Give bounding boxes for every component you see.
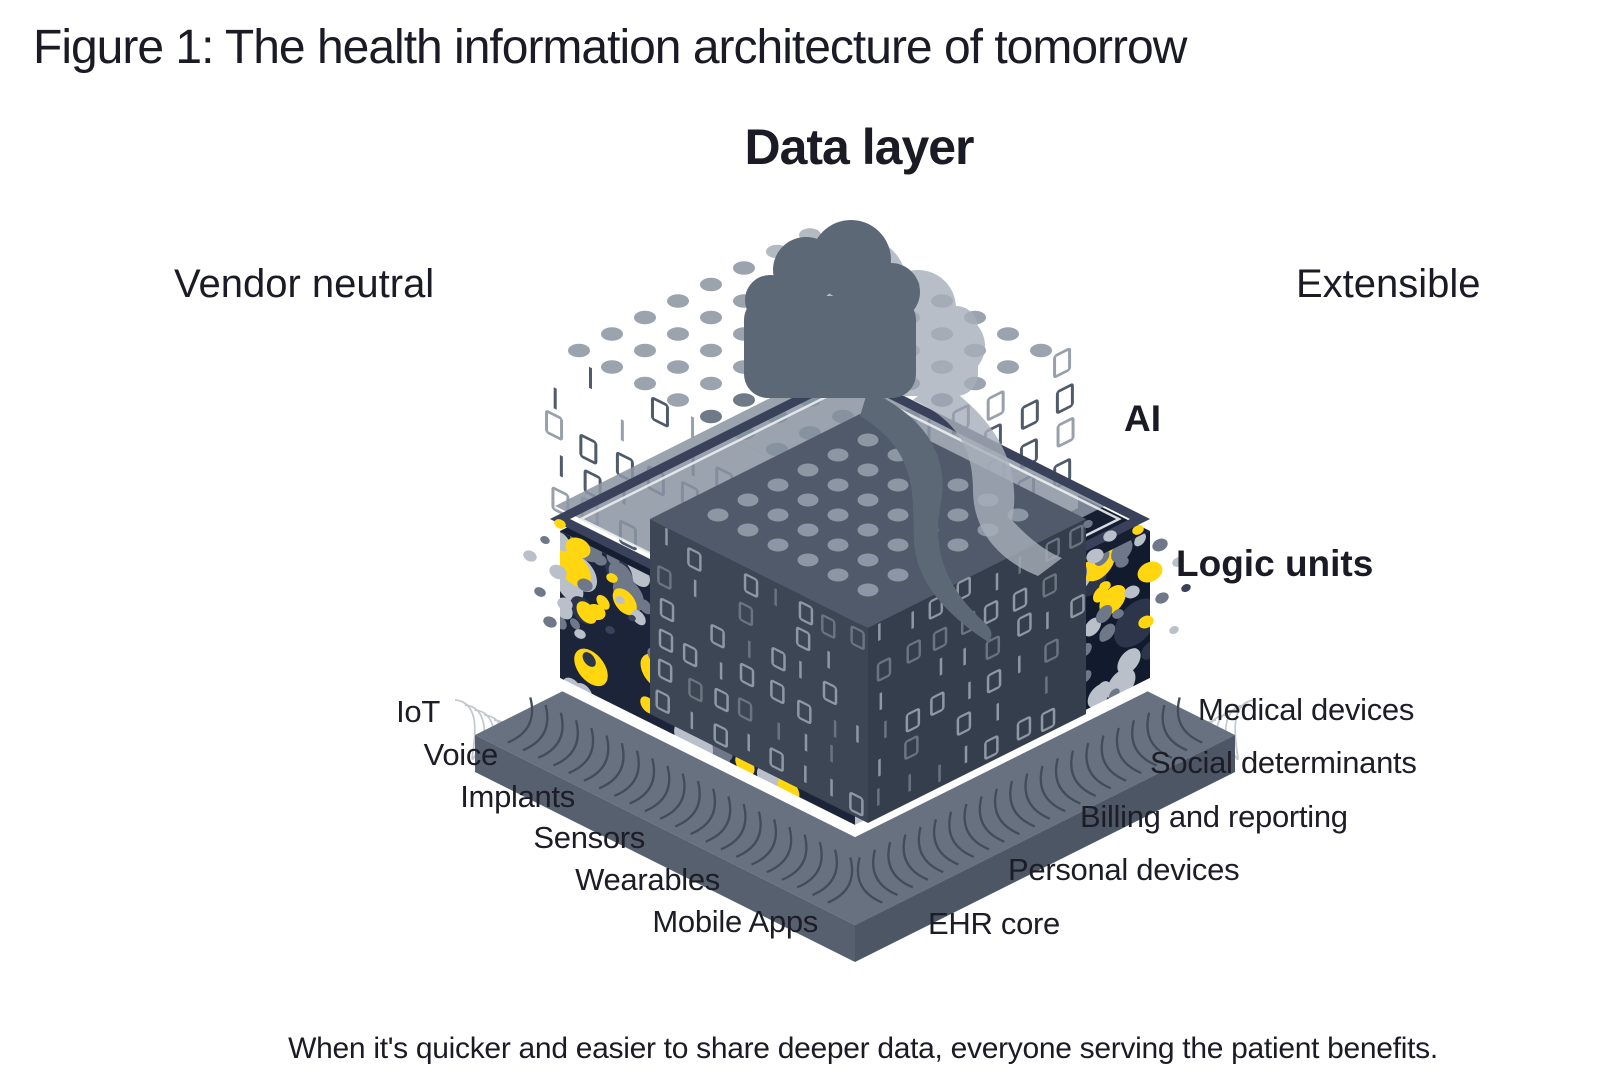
ai-label: AI (1124, 398, 1161, 439)
cloud-icon (744, 220, 1062, 642)
dot-clusters (523, 519, 1191, 639)
input-label-medical-devices: Medical devices (1198, 692, 1415, 727)
input-label-sensors: Sensors (533, 820, 645, 855)
input-label-billing-reporting: Billing and reporting (1080, 799, 1348, 834)
extensible-label: Extensible (1296, 262, 1481, 306)
input-label-personal-devices: Personal devices (1008, 852, 1240, 887)
input-label-implants: Implants (460, 779, 575, 814)
input-label-voice: Voice (423, 737, 499, 772)
vendor-neutral-label: Vendor neutral (174, 262, 435, 306)
input-label-mobile-apps: Mobile Apps (652, 904, 818, 939)
input-label-iot: IoT (396, 694, 440, 729)
input-label-ehr-core: EHR core (928, 906, 1060, 941)
logic-units-label: Logic units (1176, 543, 1374, 584)
figure-caption: When it's quicker and easier to share de… (288, 1032, 1438, 1065)
figure-title: Figure 1: The health information archite… (33, 21, 1187, 74)
data-layer-label: Data layer (744, 119, 974, 175)
input-label-social-determinants: Social determinants (1150, 745, 1417, 780)
input-label-wearables: Wearables (575, 862, 720, 897)
